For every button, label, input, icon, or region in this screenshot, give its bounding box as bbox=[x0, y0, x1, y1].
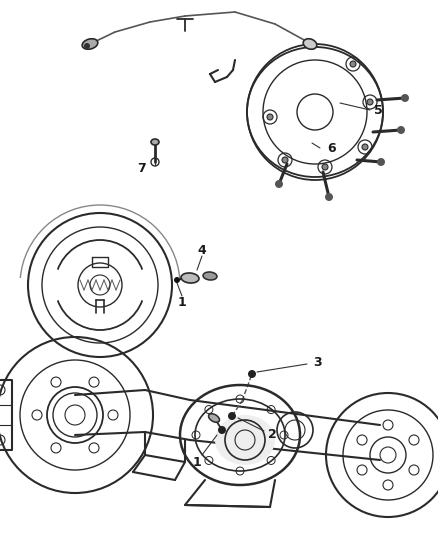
Circle shape bbox=[218, 426, 226, 434]
Ellipse shape bbox=[151, 139, 159, 145]
Text: 4: 4 bbox=[198, 244, 206, 256]
Circle shape bbox=[325, 193, 333, 201]
Text: 5: 5 bbox=[374, 103, 382, 117]
Circle shape bbox=[350, 61, 356, 67]
Text: 2: 2 bbox=[268, 427, 276, 440]
Ellipse shape bbox=[203, 272, 217, 280]
Text: 1: 1 bbox=[178, 296, 187, 310]
Circle shape bbox=[275, 180, 283, 188]
Circle shape bbox=[174, 277, 180, 283]
Text: 7: 7 bbox=[138, 161, 146, 174]
Circle shape bbox=[267, 114, 273, 120]
Circle shape bbox=[377, 158, 385, 166]
Circle shape bbox=[397, 126, 405, 134]
Ellipse shape bbox=[208, 414, 219, 422]
Circle shape bbox=[248, 370, 256, 378]
Circle shape bbox=[322, 164, 328, 170]
Circle shape bbox=[367, 99, 373, 105]
Text: 6: 6 bbox=[328, 141, 336, 155]
Ellipse shape bbox=[181, 273, 199, 283]
Ellipse shape bbox=[303, 39, 317, 49]
Circle shape bbox=[84, 43, 90, 49]
Ellipse shape bbox=[215, 415, 275, 465]
Text: 1: 1 bbox=[193, 456, 201, 469]
Circle shape bbox=[401, 94, 409, 102]
Circle shape bbox=[228, 412, 236, 420]
Ellipse shape bbox=[82, 39, 98, 49]
Circle shape bbox=[362, 144, 368, 150]
Circle shape bbox=[282, 157, 288, 163]
Text: 3: 3 bbox=[313, 356, 321, 368]
